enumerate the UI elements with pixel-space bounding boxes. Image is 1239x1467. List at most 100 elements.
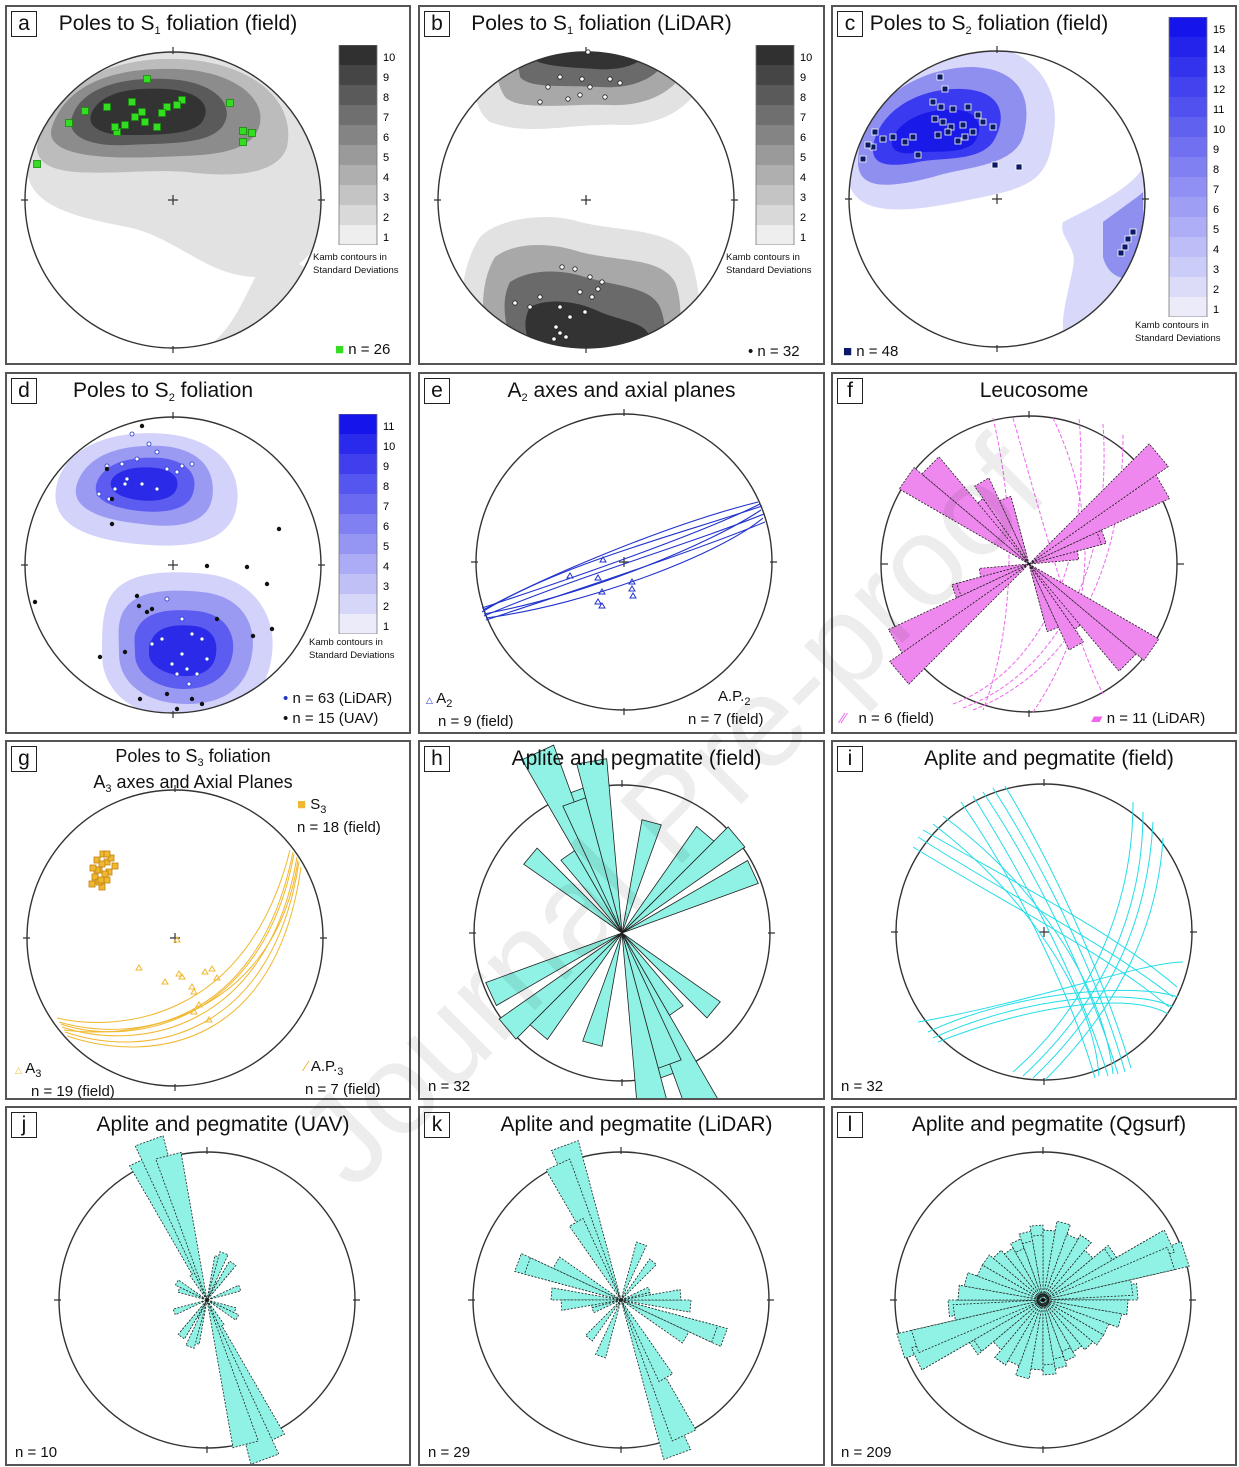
density-contours-b xyxy=(460,52,710,348)
colorbar-step xyxy=(1169,137,1207,157)
rose-petal xyxy=(172,1299,208,1316)
pole-markers-c xyxy=(859,73,1137,257)
pole-marker xyxy=(214,616,220,622)
pole-marker xyxy=(936,73,944,81)
rose-petal xyxy=(1042,1229,1176,1301)
pole-marker xyxy=(599,279,605,285)
colorbar-tick: 13 xyxy=(1213,64,1225,76)
colorbar-step xyxy=(339,574,377,594)
panel-c: c Poles to S2 foliation (field) 15 14 13 12… xyxy=(831,5,1237,365)
pole-marker xyxy=(248,129,256,137)
fold-axis-marker xyxy=(629,592,637,599)
pole-marker xyxy=(154,449,160,455)
panel-label: h xyxy=(424,746,450,772)
colorbar-step xyxy=(339,205,377,225)
pole-marker xyxy=(537,294,543,300)
pole-markers-g xyxy=(88,850,221,1023)
stereonet-c xyxy=(845,46,1149,352)
pole-marker xyxy=(204,656,210,662)
pole-marker xyxy=(128,98,136,106)
fold-axis-marker xyxy=(594,574,602,581)
rose-petal xyxy=(621,825,715,934)
panel-k: k Aplite and pegmatite (LiDAR) n = 29 xyxy=(418,1106,825,1466)
pole-marker xyxy=(595,286,601,292)
fold-axis-marker xyxy=(628,578,636,585)
colorbar-step xyxy=(1169,157,1207,177)
colorbar-step xyxy=(339,434,377,454)
rose-petal xyxy=(1042,1299,1083,1353)
pole-marker xyxy=(602,94,608,100)
pole-marker xyxy=(163,103,171,111)
colorbar-tick: 8 xyxy=(383,481,389,493)
colorbar-step xyxy=(339,614,377,634)
rose-petal xyxy=(1028,443,1169,565)
pole-marker xyxy=(545,84,551,90)
pole-marker xyxy=(104,466,110,472)
fold-axis-marker xyxy=(201,968,209,975)
stereonet-g xyxy=(23,785,327,1091)
rose-petal xyxy=(1042,1299,1055,1366)
pole-marker xyxy=(164,691,170,697)
pole-marker xyxy=(901,138,909,146)
pole-marker xyxy=(931,115,939,123)
fold-axis-marker xyxy=(213,974,221,981)
pole-marker xyxy=(1124,235,1132,243)
panel-title: Poles to S3 foliation A3 axes and Axial … xyxy=(93,746,293,796)
rose-petal xyxy=(1042,1299,1072,1353)
pole-marker xyxy=(88,880,96,888)
rose-petal xyxy=(952,1299,1044,1321)
fold-axis-marker xyxy=(208,965,216,972)
colorbar-tick: 7 xyxy=(383,501,389,513)
rose-petal xyxy=(560,1299,622,1311)
panel-label: i xyxy=(837,746,863,772)
legend-lidar: • n = 63 (LiDAR) xyxy=(283,690,393,707)
pole-marker xyxy=(276,526,282,532)
colorbar-tick: 1 xyxy=(800,232,806,244)
rose-petals xyxy=(896,1220,1190,1380)
rose-petal xyxy=(576,758,623,934)
count-label: n = 29 xyxy=(428,1444,471,1461)
pole-marker xyxy=(961,133,969,141)
pole-marker xyxy=(559,264,565,270)
rose-petals xyxy=(514,1140,728,1460)
panel-j: j Aplite and pegmatite (UAV) n = 10 xyxy=(5,1106,411,1466)
pole-marker xyxy=(164,596,170,602)
pole-marker xyxy=(959,121,967,129)
pole-marker xyxy=(589,294,595,300)
colorbar-step xyxy=(756,65,794,85)
pole-marker xyxy=(154,486,160,492)
pole-marker xyxy=(143,75,151,83)
rose-petal xyxy=(1003,1247,1044,1301)
pole-marker xyxy=(138,108,146,116)
count-label: n = 209 xyxy=(841,1444,892,1461)
pole-marker xyxy=(134,456,140,462)
panel-b: b Poles to S1 foliation (LiDAR) 10 9 8 7 6 5 4… xyxy=(418,5,825,365)
pole-marker xyxy=(939,118,947,126)
pole-marker xyxy=(512,300,518,306)
colorbar-tick: 12 xyxy=(1213,84,1225,96)
panel-g: g Poles to S3 foliation A3 axes and Axia… xyxy=(5,740,411,1100)
colorbar-step xyxy=(339,594,377,614)
count-label: n = 10 xyxy=(15,1444,58,1461)
fold-axis-marker xyxy=(205,1016,213,1023)
colorbar-step xyxy=(756,125,794,145)
rose-petal xyxy=(1021,1240,1044,1301)
rose-petal xyxy=(620,1258,657,1301)
rose-petal xyxy=(1028,563,1137,672)
pole-marker xyxy=(944,128,952,136)
colorbar-tick: 7 xyxy=(800,112,806,124)
colorbar-tick: 4 xyxy=(800,172,806,184)
panel-label: e xyxy=(424,378,450,404)
panel-label: d xyxy=(11,378,37,404)
pole-marker xyxy=(1117,249,1125,257)
pole-marker xyxy=(134,593,140,599)
rose-petal xyxy=(552,1256,622,1301)
pole-markers-b xyxy=(512,49,623,342)
pole-marker xyxy=(189,696,195,702)
rose-petal xyxy=(620,1299,719,1343)
rose-petal xyxy=(582,932,623,1047)
pole-marker xyxy=(137,696,143,702)
rose-petal xyxy=(1014,1247,1044,1301)
rose-petal xyxy=(174,1279,208,1301)
colorbar-tick: 9 xyxy=(800,72,806,84)
